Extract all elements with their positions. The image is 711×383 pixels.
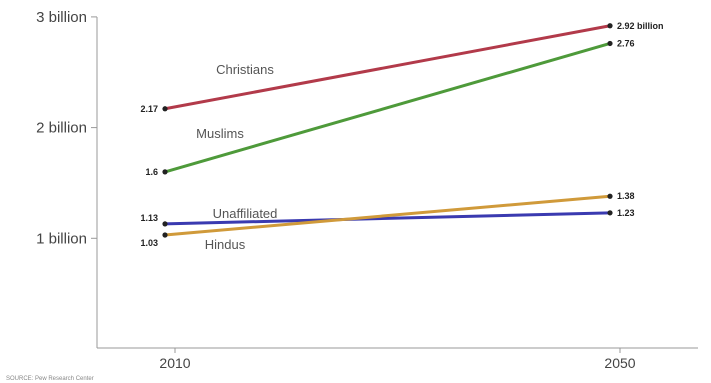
data-labels: 2.17 2.92 billion 1.6 2.76 1.13 1.23 1.03 1.38 <box>140 21 663 248</box>
data-point-unaffiliated <box>162 221 168 227</box>
series-line-christians <box>164 24 611 111</box>
x-tick-group: 2010 2050 <box>159 348 636 371</box>
axes <box>96 17 698 349</box>
data-point-muslims <box>607 40 613 47</box>
series-name-christians: Christians <box>216 62 274 77</box>
data-point-hindus <box>162 232 168 238</box>
data-label-christians-2050: 2.92 billion <box>617 21 664 31</box>
y-tick-label: 3 billion <box>36 9 87 26</box>
y-tick-group: 1 billion 2 billion 3 billion <box>36 9 97 247</box>
data-label-hindus-2010: 1.03 <box>140 238 158 248</box>
series-labels: Christians Muslims Unaffiliated Hindus <box>196 62 277 252</box>
series-name-hindus: Hindus <box>205 237 246 252</box>
data-label-unaffiliated-2050: 1.23 <box>617 208 635 218</box>
series-line-hindus <box>164 194 611 237</box>
data-point-hindus <box>607 193 613 199</box>
data-label-christians-2010: 2.17 <box>140 104 158 114</box>
data-point-muslims <box>162 169 168 175</box>
source-note: SOURCE: Pew Research Center <box>6 376 94 382</box>
y-tick-label: 1 billion <box>36 230 87 247</box>
y-tick-label: 2 billion <box>36 120 87 137</box>
series-points <box>162 23 613 238</box>
data-label-hindus-2050: 1.38 <box>617 191 635 201</box>
data-point-unaffiliated <box>607 210 613 216</box>
data-label-muslims-2050: 2.76 <box>617 38 635 48</box>
data-label-muslims-2010: 1.6 <box>145 167 158 177</box>
series-name-muslims: Muslims <box>196 126 244 141</box>
x-tick-label: 2050 <box>604 355 635 371</box>
data-point-christians <box>607 23 613 29</box>
series-name-unaffiliated: Unaffiliated <box>213 206 278 221</box>
series-lines <box>164 24 611 237</box>
series-line-unaffiliated <box>164 211 611 226</box>
data-point-christians <box>162 106 168 112</box>
x-tick-label: 2010 <box>159 355 190 371</box>
data-label-unaffiliated-2010: 1.13 <box>140 213 158 223</box>
series-line-muslims <box>164 42 611 174</box>
